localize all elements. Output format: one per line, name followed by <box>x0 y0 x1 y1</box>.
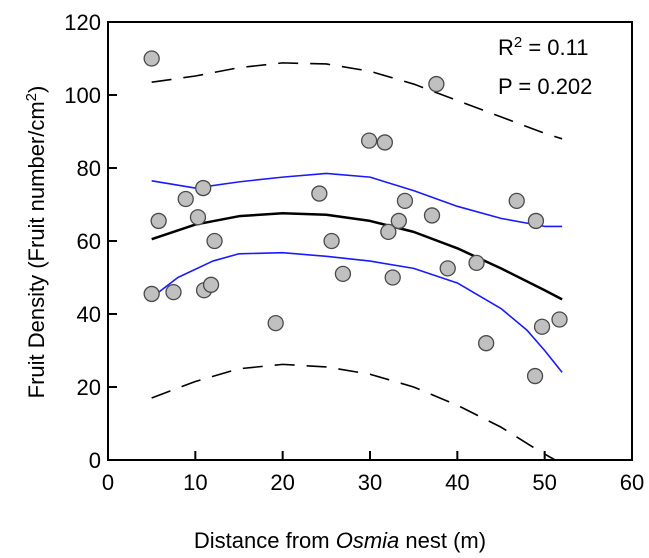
r-squared-annotation: R2 = 0.11 <box>498 34 589 61</box>
data-point <box>508 192 525 210</box>
y-tick-label: 100 <box>64 83 101 108</box>
y-tick-label: 60 <box>77 229 101 254</box>
data-point <box>527 212 545 230</box>
p-value-annotation: P = 0.202 <box>498 74 592 99</box>
data-point <box>143 285 160 303</box>
data-point <box>390 212 407 230</box>
data-point <box>380 223 397 241</box>
x-tick-label: 20 <box>270 470 294 495</box>
data-point <box>189 209 207 226</box>
y-tick-label: 40 <box>77 302 101 327</box>
confidence-upper-line <box>151 172 563 228</box>
fit-line <box>151 212 563 301</box>
data-point <box>202 276 220 293</box>
confidence-lower-line <box>151 251 563 373</box>
data-point <box>551 311 568 328</box>
data-point <box>143 50 160 67</box>
x-tick-labels: 0 10 20 30 40 50 60 <box>102 470 644 495</box>
data-point <box>376 134 393 151</box>
data-point <box>195 179 212 197</box>
data-point <box>384 269 401 286</box>
prediction-upper-line <box>151 62 563 140</box>
data-point <box>334 265 352 283</box>
y-tick-label: 120 <box>64 10 101 35</box>
data-point <box>478 335 495 352</box>
prediction-lower-line <box>151 363 556 461</box>
data-point <box>526 367 544 385</box>
chart-marks <box>143 50 568 461</box>
data-point <box>267 314 284 332</box>
axis-ticks <box>107 21 633 461</box>
x-tick-label: 0 <box>102 470 114 495</box>
x-tick-label: 60 <box>620 470 644 495</box>
x-tick-label: 30 <box>358 470 382 495</box>
data-point <box>423 207 441 224</box>
y-axis-title: Fruit Density (Fruit number/cm2) <box>23 86 50 399</box>
data-point <box>396 192 414 210</box>
y-tick-label: 0 <box>89 448 101 473</box>
data-point <box>468 254 485 272</box>
data-point <box>533 318 551 335</box>
data-point <box>150 212 167 230</box>
data-point <box>165 283 182 301</box>
data-point <box>439 260 456 277</box>
data-point <box>206 232 223 250</box>
y-tick-label: 20 <box>77 375 101 400</box>
x-tick-label: 50 <box>532 470 556 495</box>
data-point <box>311 185 328 202</box>
x-tick-label: 10 <box>183 470 207 495</box>
data-point <box>360 132 378 149</box>
y-tick-labels: 0 20 40 60 80 100 120 <box>64 10 101 473</box>
y-tick-label: 80 <box>77 156 101 181</box>
x-axis-title: Distance from Osmia nest (m) <box>194 528 486 553</box>
x-tick-label: 40 <box>445 470 469 495</box>
data-point <box>177 190 194 208</box>
data-point <box>323 232 340 250</box>
data-point <box>428 75 445 93</box>
